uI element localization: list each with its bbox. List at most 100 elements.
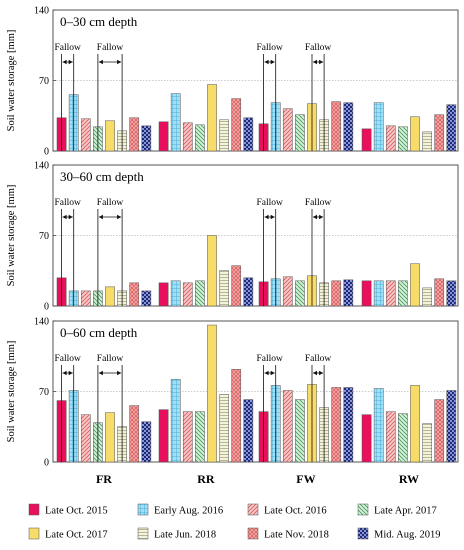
legend-label: Late Oct. 2015	[45, 506, 108, 517]
bar-rw-late-oct-2016	[385, 280, 396, 307]
bar-rw-late-oct-2017	[410, 263, 420, 307]
bar-rw-late-nov-2018	[434, 399, 445, 463]
arrowhead-left-icon	[98, 370, 103, 376]
arrowhead-right-icon	[68, 214, 73, 220]
fallow-label: Fallow	[97, 354, 124, 364]
legend-label: Late Oct. 2017	[45, 530, 108, 541]
category-label-fw: FW	[296, 472, 315, 486]
bar-rr-late-oct-2016	[182, 282, 193, 307]
fallow-label: Fallow	[305, 198, 332, 208]
y-axis-label: Soil water storage [mm]	[6, 30, 17, 132]
arrowhead-left-icon	[62, 214, 67, 220]
arrowhead-right-icon	[319, 214, 324, 220]
legend-item-late-oct-2015: Late Oct. 2015	[28, 503, 108, 517]
panel-0-60-cm-depth: 0 70 140 Soil water storage [mm] 0–60 cm dep…	[6, 317, 459, 469]
bar-rw-mid-aug-2019	[446, 280, 457, 307]
bar-rw-early-aug-2016	[373, 280, 384, 307]
bar-rw-mid-aug-2019	[446, 390, 457, 463]
bar-rw-late-oct-2015	[361, 280, 372, 307]
fallow-annotation: Fallow	[256, 198, 283, 306]
fallow-annotation: Fallow	[305, 354, 332, 462]
bar-fr-late-oct-2016	[80, 118, 91, 152]
bar-fw-late-oct-2016	[282, 390, 293, 463]
legend-swatch	[28, 527, 40, 540]
bar-rr-late-oct-2017	[207, 324, 217, 463]
arrowhead-right-icon	[270, 370, 275, 376]
bar-fw-late-apr-2017	[295, 399, 305, 463]
y-axis-label: Soil water storage [mm]	[6, 185, 17, 287]
category-label-fr: FR	[96, 472, 112, 486]
legend: Late Oct. 2015 Early Aug. 2016 Late Oct. 2…	[28, 503, 441, 541]
bar-rr-late-apr-2017	[195, 411, 205, 463]
bar-rr-late-jun-2018	[219, 270, 229, 307]
y-tick-label: 70	[39, 76, 49, 87]
bar-fr-late-nov-2018	[129, 282, 140, 307]
fallow-label: Fallow	[305, 354, 332, 364]
bar-rw-late-oct-2016	[385, 411, 396, 463]
bar-rw-late-jun-2018	[422, 131, 432, 152]
bar-rw-early-aug-2016	[373, 102, 384, 152]
fallow-label: Fallow	[305, 43, 332, 53]
y-tick-label: 70	[39, 387, 49, 398]
legend-label: Late Apr. 2017	[374, 506, 437, 517]
bar-fw-mid-aug-2019	[343, 387, 354, 463]
fallow-annotation: Fallow	[97, 198, 124, 306]
fallow-annotation: Fallow	[97, 43, 124, 151]
bar-rw-late-apr-2017	[398, 126, 408, 152]
y-tick-label: 140	[34, 6, 49, 17]
arrowhead-left-icon	[98, 214, 103, 220]
fallow-annotation: Fallow	[54, 198, 81, 306]
bar-fr-late-oct-2017	[105, 286, 115, 307]
fallow-annotation: Fallow	[256, 354, 283, 462]
y-tick-label: 70	[39, 231, 49, 242]
arrowhead-left-icon	[264, 59, 269, 65]
fallow-label: Fallow	[256, 198, 283, 208]
y-tick-label: 140	[34, 161, 49, 172]
legend-label: Early Aug. 2016	[154, 506, 223, 517]
fallow-annotation: Fallow	[54, 354, 81, 462]
panel-title: 30–60 cm depth	[60, 169, 144, 184]
bar-fr-mid-aug-2019	[141, 290, 152, 307]
legend-item-mid-aug-2019: Mid. Aug. 2019	[357, 527, 441, 541]
arrowhead-right-icon	[68, 370, 73, 376]
bar-fw-late-oct-2016	[282, 108, 293, 152]
panel-title: 0–30 cm depth	[60, 14, 138, 29]
arrowhead-left-icon	[313, 214, 317, 220]
bar-fr-mid-aug-2019	[141, 421, 152, 463]
arrowhead-right-icon	[68, 59, 73, 65]
arrowhead-right-icon	[117, 59, 122, 65]
bar-fr-late-oct-2016	[80, 414, 91, 463]
legend-label: Late Oct. 2016	[264, 506, 327, 517]
y-tick-label: 0	[44, 147, 49, 158]
bar-rr-late-oct-2016	[182, 411, 193, 463]
fallow-label: Fallow	[256, 43, 283, 53]
bar-fr-mid-aug-2019	[141, 125, 152, 152]
bar-rr-late-oct-2017	[207, 84, 217, 152]
bar-rr-late-oct-2015	[158, 282, 169, 307]
bar-fw-mid-aug-2019	[343, 279, 354, 307]
bar-rr-early-aug-2016	[170, 93, 181, 152]
fallow-label: Fallow	[54, 354, 81, 364]
bar-rw-late-apr-2017	[398, 413, 408, 463]
legend-label: Late Nov. 2018	[264, 530, 329, 541]
bar-rw-late-nov-2018	[434, 278, 445, 307]
y-tick-label: 140	[34, 317, 49, 328]
bar-rr-early-aug-2016	[170, 379, 181, 463]
fallow-label: Fallow	[97, 198, 124, 208]
bar-rr-mid-aug-2019	[243, 277, 254, 307]
fallow-label: Fallow	[256, 354, 283, 364]
fallow-annotation: Fallow	[54, 43, 81, 151]
bar-rw-late-oct-2015	[361, 414, 372, 463]
bar-fw-late-nov-2018	[331, 280, 342, 307]
bar-fw-late-nov-2018	[331, 101, 342, 152]
fallow-label: Fallow	[97, 43, 124, 53]
legend-swatch	[247, 527, 259, 540]
bar-rr-mid-aug-2019	[243, 117, 254, 152]
arrowhead-right-icon	[319, 370, 324, 376]
bar-rw-late-apr-2017	[398, 280, 408, 307]
bar-fr-late-oct-2016	[80, 290, 91, 307]
bar-rr-late-nov-2018	[231, 265, 242, 307]
y-tick-label: 0	[44, 458, 49, 469]
legend-swatch	[137, 503, 149, 516]
